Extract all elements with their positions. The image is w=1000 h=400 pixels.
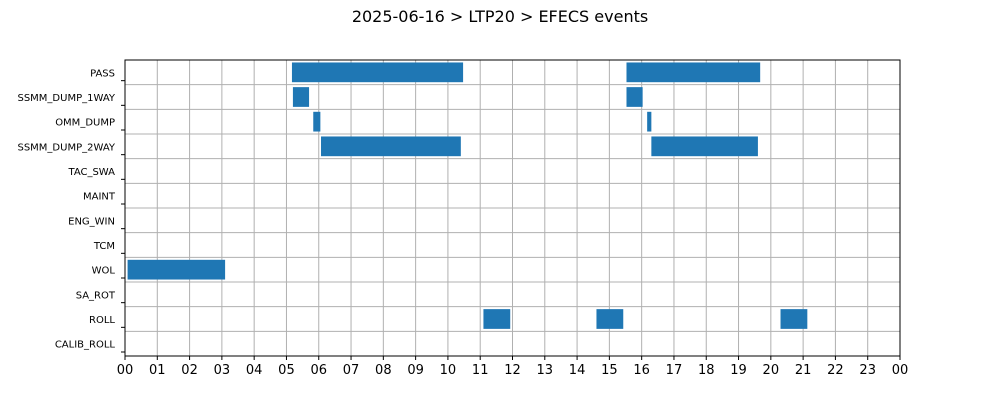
- x-tick-label: 05: [278, 363, 295, 378]
- x-tick-label: 11: [472, 363, 489, 378]
- y-tick-label: WOL: [92, 266, 116, 277]
- x-tick-label: 04: [246, 363, 263, 378]
- x-tick-label: 16: [633, 363, 650, 378]
- y-tick-label: SSMM_DUMP_2WAY: [17, 142, 115, 153]
- x-tick-label: 14: [569, 363, 586, 378]
- x-tick-label: 03: [214, 363, 231, 378]
- x-tick-label: 21: [795, 363, 812, 378]
- x-tick-label: 19: [730, 363, 747, 378]
- x-tick-label: 07: [343, 363, 360, 378]
- y-tick-label: PASS: [90, 68, 115, 79]
- event-bar: [292, 87, 310, 107]
- x-tick-label: 09: [407, 363, 424, 378]
- x-tick-label: 01: [149, 363, 166, 378]
- x-tick-label: 12: [504, 363, 521, 378]
- x-tick-label: 17: [666, 363, 683, 378]
- y-tick-label: CALIB_ROLL: [55, 340, 116, 351]
- event-bar: [321, 136, 461, 157]
- x-tick-label: 22: [827, 363, 844, 378]
- x-tick-label: 23: [859, 363, 876, 378]
- x-tick-label: 18: [698, 363, 715, 378]
- y-tick-label: ROLL: [89, 315, 115, 326]
- event-bar: [780, 309, 808, 329]
- x-tick-label: 08: [375, 363, 392, 378]
- x-tick-label: 15: [601, 363, 618, 378]
- event-bar: [127, 259, 226, 280]
- event-bar: [596, 309, 624, 329]
- x-tick-label: 10: [440, 363, 457, 378]
- event-bar: [483, 309, 511, 329]
- y-tick-label: TCM: [93, 241, 115, 252]
- event-bar: [626, 87, 643, 107]
- ticks-layer: 00 01 02 03 04 05 06 07 08 09 10 11 12 13 14 15 16 17 18 19…: [17, 68, 908, 378]
- x-tick-label: 02: [181, 363, 198, 378]
- x-tick-label: 00: [892, 363, 909, 378]
- event-bar: [291, 62, 464, 83]
- x-tick-label: 13: [537, 363, 554, 378]
- y-tick-label: SA_ROT: [76, 290, 116, 301]
- y-tick-label: MAINT: [83, 192, 116, 203]
- bars-layer: [127, 62, 808, 329]
- event-bar: [313, 111, 321, 132]
- y-tick-label: TAC_SWA: [67, 167, 115, 178]
- x-tick-label: 00: [117, 363, 134, 378]
- chart-title: 2025-06-16 > LTP20 > EFECS events: [352, 7, 648, 26]
- x-tick-label: 06: [310, 363, 327, 378]
- event-bar: [626, 62, 761, 83]
- x-tick-label: 20: [763, 363, 780, 378]
- y-tick-label: ENG_WIN: [68, 216, 115, 227]
- y-tick-label: OMM_DUMP: [55, 118, 115, 129]
- event-bar: [647, 111, 652, 132]
- event-bar: [651, 136, 758, 157]
- y-tick-label: SSMM_DUMP_1WAY: [17, 93, 115, 104]
